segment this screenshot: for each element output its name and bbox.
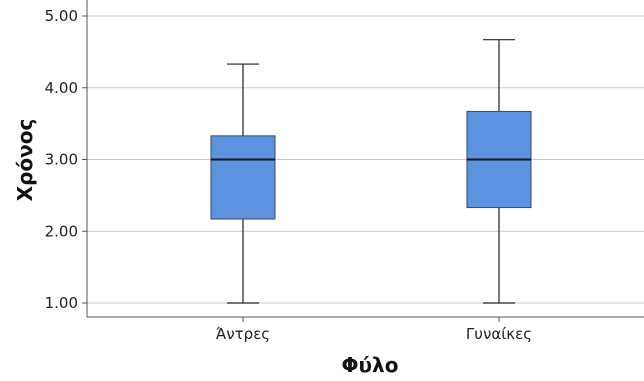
y-tick-label: 4.00: [45, 79, 78, 97]
x-tick-labels: Άντρες Γυναίκες: [216, 317, 532, 343]
boxes: [210, 39, 532, 304]
y-tick-label: 3.00: [45, 151, 78, 169]
box-2: [466, 39, 532, 304]
box-1: [210, 63, 276, 304]
y-tick-labels: 1.00 2.00 3.00 4.00 5.00: [45, 7, 87, 312]
y-tick-label: 5.00: [45, 7, 78, 25]
x-tick-label: Άντρες: [216, 325, 270, 343]
y-axis-title: Χρόνος: [13, 119, 37, 202]
x-axis-title: Φύλο: [342, 353, 399, 377]
grid-lines: [87, 15, 644, 304]
y-tick-label: 1.00: [45, 294, 78, 312]
iqr-box: [210, 135, 276, 220]
y-tick-label: 2.00: [45, 222, 78, 240]
x-tick-label: Γυναίκες: [466, 325, 532, 343]
